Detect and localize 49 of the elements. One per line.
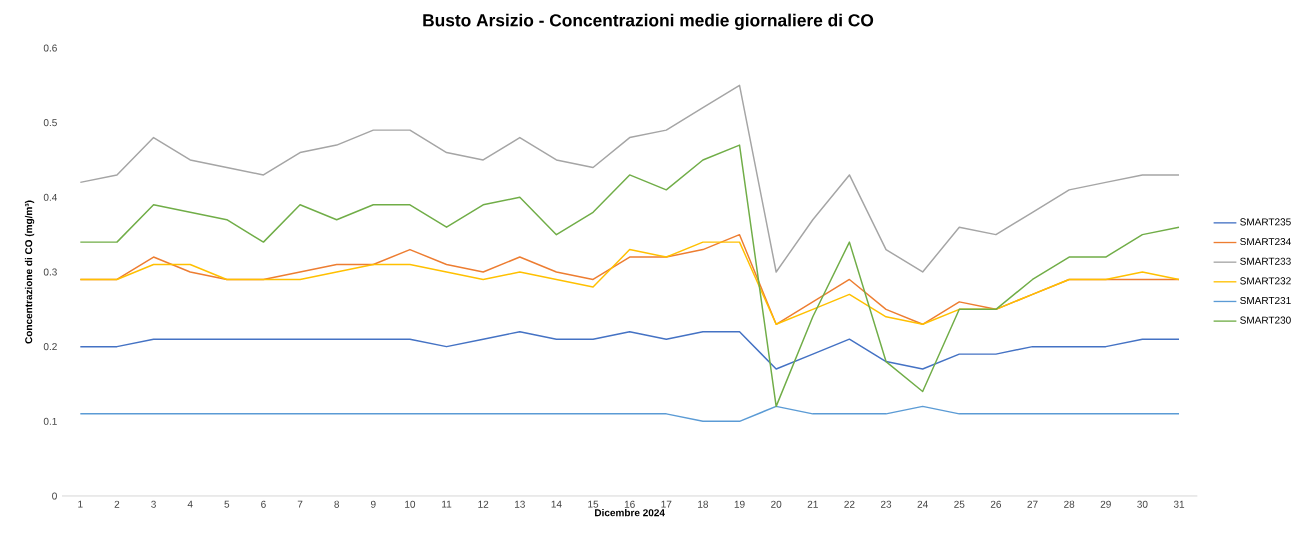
y-tick-label: 0.4 xyxy=(43,193,58,201)
legend-label: SMART234 xyxy=(1240,238,1291,246)
x-tick-label: 8 xyxy=(334,500,340,508)
x-tick-label: 24 xyxy=(917,500,928,508)
y-axis-title: Concentrazione di CO (mg/m³) xyxy=(24,200,35,344)
x-tick-label: 4 xyxy=(187,500,193,508)
x-tick-label: 9 xyxy=(370,500,376,508)
legend-label: SMART235 xyxy=(1240,218,1291,226)
y-tick-label: 0.5 xyxy=(43,119,57,127)
line-series xyxy=(79,84,1180,273)
x-tick-label: 28 xyxy=(1064,500,1075,508)
x-tick-label: 17 xyxy=(661,500,672,508)
x-tick-label: 2 xyxy=(114,500,120,508)
x-tick-label: 10 xyxy=(405,500,416,508)
x-tick-label: 20 xyxy=(771,500,782,508)
x-tick-label: 6 xyxy=(261,500,266,508)
x-tick-label: 7 xyxy=(297,500,303,508)
y-tick-label: 0.1 xyxy=(43,417,57,425)
x-tick-label: 23 xyxy=(880,500,892,508)
y-tick-label: 0.6 xyxy=(43,44,57,52)
x-tick-label: 22 xyxy=(844,500,855,508)
x-tick-label: 3 xyxy=(151,500,156,508)
legend-label: SMART231 xyxy=(1240,296,1291,305)
x-tick-label: 18 xyxy=(698,500,709,508)
x-tick-label: 29 xyxy=(1100,500,1111,508)
x-tick-label: 25 xyxy=(954,500,965,508)
chart-title: Busto Arsizio - Concentrazioni medie giornaliere di CO xyxy=(423,13,874,30)
x-tick-label: 15 xyxy=(588,500,599,508)
x-tick-label: 19 xyxy=(734,500,745,508)
x-tick-label: 12 xyxy=(478,500,489,508)
x-tick-label: 13 xyxy=(514,500,525,508)
y-tick-label: 0.2 xyxy=(43,343,57,351)
x-tick-label: 31 xyxy=(1173,500,1185,508)
legend-label: SMART232 xyxy=(1240,277,1291,285)
x-tick-label: 1 xyxy=(78,500,83,508)
line-series xyxy=(79,144,1180,408)
y-tick-label: 0.3 xyxy=(43,268,57,276)
x-tick-label: 11 xyxy=(442,500,452,508)
x-axis-title: Dicembre 2024 xyxy=(595,508,665,517)
legend-label: SMART233 xyxy=(1240,257,1291,265)
x-tick-label: 16 xyxy=(624,500,635,508)
x-tick-label: 30 xyxy=(1137,500,1148,508)
legend-label: SMART230 xyxy=(1240,316,1291,324)
x-tick-label: 5 xyxy=(224,500,230,508)
x-tick-label: 21 xyxy=(807,500,818,508)
y-tick-label: 0 xyxy=(52,492,57,500)
x-tick-label: 27 xyxy=(1027,500,1038,508)
x-tick-label: 26 xyxy=(990,500,1002,508)
x-tick-label: 14 xyxy=(551,500,562,508)
